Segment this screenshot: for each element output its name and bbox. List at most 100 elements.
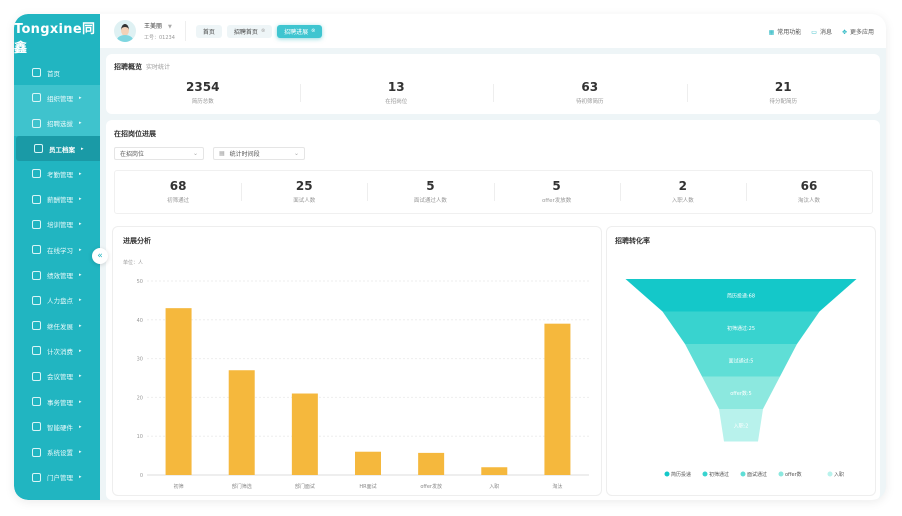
x-tick-label: 淘汰 bbox=[552, 483, 562, 490]
stat-value: 2354 bbox=[186, 80, 220, 94]
calendar-icon: ▦ bbox=[219, 150, 225, 157]
bar bbox=[544, 323, 571, 475]
sidebar-item-label: 会议管理 bbox=[47, 373, 73, 382]
sidebar-item[interactable]: 门户管理 ▸ bbox=[14, 465, 100, 490]
logo: Tongxine同鑫 bbox=[14, 22, 96, 56]
funnel-label: 入职:2 bbox=[734, 423, 749, 429]
overview-card: 招聘概览 实时统计 2354 简历总数 13 在招岗位 63 待初筛简历 21 待分配简历 bbox=[106, 54, 880, 114]
sidebar-item[interactable]: 系统设置 ▸ bbox=[14, 439, 100, 464]
sidebar-item[interactable]: 计次消费 ▸ bbox=[14, 338, 100, 363]
sidebar-item[interactable]: 会议管理 ▸ bbox=[14, 364, 100, 389]
progress-stats: 68 初筛通过 25 面试人数 5 面试通过人数 5 offer发放数 2 入职人数 66 淘汰人数 bbox=[115, 179, 872, 204]
common-functions-button[interactable]: ▦ 常用功能 bbox=[769, 27, 802, 36]
stat-item: 5 offer发放数 bbox=[493, 179, 620, 204]
y-tick-label: 40 bbox=[137, 318, 143, 324]
stat-value: 63 bbox=[581, 80, 599, 94]
sidebar-item[interactable]: 智能硬件 ▸ bbox=[14, 414, 100, 439]
chart-title: 进展分析 bbox=[123, 236, 151, 245]
legend-label: 面试通过 bbox=[747, 471, 767, 478]
tab-home[interactable]: 首页 bbox=[195, 24, 222, 38]
attendance-icon bbox=[32, 169, 41, 179]
action-label: 消息 bbox=[819, 28, 832, 36]
sidebar-item[interactable]: 继任发展 ▸ bbox=[14, 313, 100, 338]
bar bbox=[291, 393, 318, 475]
sidebar-item[interactable]: 考勤管理 ▸ bbox=[14, 161, 100, 186]
bar bbox=[165, 308, 192, 475]
caret-right-icon: ▸ bbox=[79, 347, 82, 354]
sidebar-item[interactable]: 招聘选拔 ▸ bbox=[14, 110, 100, 136]
performance-icon bbox=[32, 270, 41, 280]
user-info[interactable]: 王美丽 ▼ 工号：01234 bbox=[144, 21, 175, 41]
funnel-segment bbox=[702, 376, 780, 409]
org-icon bbox=[32, 93, 41, 103]
bar bbox=[355, 451, 381, 475]
legend-label: offer数 bbox=[785, 471, 802, 478]
caret-right-icon: ▸ bbox=[79, 94, 82, 101]
more-apps-button[interactable]: ✥ 更多应用 bbox=[842, 27, 874, 36]
bar-chart-card: 进展分析 单位：人 0 10 20 30 40 50 初筛 部门筛选 部门面试 HR面试 offer发放… bbox=[112, 226, 602, 496]
sidebar-item[interactable]: 薪酬管理 ▸ bbox=[14, 186, 100, 211]
close-icon[interactable]: ⊗ bbox=[260, 28, 266, 34]
affairs-icon bbox=[32, 397, 41, 406]
recruit-icon bbox=[32, 118, 41, 128]
sidebar-item[interactable]: 事务管理 ▸ bbox=[14, 389, 100, 414]
overview-title: 招聘概览 bbox=[114, 63, 142, 71]
legend-label: 初筛通过 bbox=[709, 471, 729, 478]
x-tick-label: 部门面试 bbox=[295, 483, 315, 490]
home-icon bbox=[32, 68, 41, 78]
sidebar-item[interactable]: 培训管理 ▸ bbox=[14, 212, 100, 237]
grid-icon: ▦ bbox=[768, 28, 775, 36]
legend-label: 入职 bbox=[834, 472, 844, 478]
sidebar: Tongxine同鑫 首页组织管理 ▸ 招聘选拔 ▸ 员工档案 ▸ 考勤管理 ▸ 薪酬管理 ▸ 培训… bbox=[14, 14, 100, 500]
close-icon[interactable]: ⊗ bbox=[311, 28, 316, 34]
stat-item: 21 待分配简历 bbox=[686, 80, 881, 105]
sidebar-item[interactable]: 绩效管理 ▸ bbox=[14, 262, 100, 287]
stat-item: 13 在招岗位 bbox=[299, 80, 494, 105]
bar bbox=[418, 452, 445, 475]
date-range-select[interactable]: ▦ 统计时间段 ⌄ bbox=[213, 147, 305, 160]
stat-value: 25 bbox=[295, 179, 313, 193]
stat-label: 初筛通过 bbox=[167, 198, 190, 204]
stat-item: 5 面试通过人数 bbox=[367, 179, 493, 204]
progress-title: 在招岗位进展 bbox=[114, 130, 156, 138]
legend-marker bbox=[664, 471, 670, 477]
sidebar-item[interactable]: 在线学习 ▸ bbox=[14, 237, 100, 262]
salary-icon bbox=[32, 194, 41, 204]
sidebar-item-label: 绩效管理 bbox=[47, 272, 73, 281]
stat-value: 66 bbox=[800, 179, 818, 193]
sidebar-item[interactable]: 员工档案 ▸ bbox=[16, 135, 100, 162]
tab-recruit-progress[interactable]: 招聘进展 ⊗ bbox=[277, 24, 323, 38]
sidebar-item[interactable]: 首页 bbox=[14, 60, 100, 85]
sidebar-item[interactable]: 人力盘点 ▸ bbox=[14, 288, 100, 313]
action-label: 更多应用 bbox=[849, 28, 874, 36]
caret-right-icon: ▸ bbox=[79, 246, 82, 253]
sidebar-item-label: 继任发展 bbox=[47, 322, 73, 331]
tab-recruit-home[interactable]: 招聘首页 ⊗ bbox=[226, 24, 273, 38]
stat-label: 待分配简历 bbox=[769, 99, 797, 105]
sidebar-item-label: 智能硬件 bbox=[47, 423, 73, 432]
employee-id: 工号：01234 bbox=[144, 35, 175, 41]
sidebar-item[interactable]: 组织管理 ▸ bbox=[14, 85, 100, 111]
funnel-label: offer数:5 bbox=[730, 390, 752, 397]
funnel-chart-card: 招聘转化率 简历投递:68 初筛通过:25 面试通过:5 offer数:5 入职:2 简历投… bbox=[606, 226, 876, 496]
funnel-segment bbox=[719, 409, 763, 442]
overview-subtitle: 实时统计 bbox=[146, 64, 171, 71]
caret-right-icon: ▸ bbox=[81, 145, 84, 152]
stat-label: 简历总数 bbox=[191, 99, 214, 105]
user-name: 王美丽 bbox=[144, 23, 163, 30]
sidebar-item-label: 门户管理 bbox=[47, 474, 73, 483]
position-select[interactable]: 在招岗位 ⌄ bbox=[114, 147, 204, 160]
caret-down-icon[interactable]: ▼ bbox=[167, 24, 172, 30]
double-chevron-left-icon[interactable]: « bbox=[92, 248, 108, 264]
caret-right-icon: ▸ bbox=[79, 373, 82, 380]
sidebar-item-label: 组织管理 bbox=[47, 94, 73, 103]
x-tick-label: 部门筛选 bbox=[232, 483, 252, 490]
x-tick-label: 入职 bbox=[489, 484, 499, 490]
y-tick-label: 0 bbox=[140, 473, 143, 479]
messages-button[interactable]: ▭ 消息 bbox=[811, 27, 832, 36]
stat-label: 面试人数 bbox=[293, 198, 316, 204]
stat-label: offer发放数 bbox=[541, 198, 572, 204]
avatar[interactable] bbox=[114, 20, 136, 42]
y-tick-label: 10 bbox=[137, 434, 143, 440]
legend-label: 简历投递 bbox=[671, 471, 691, 478]
